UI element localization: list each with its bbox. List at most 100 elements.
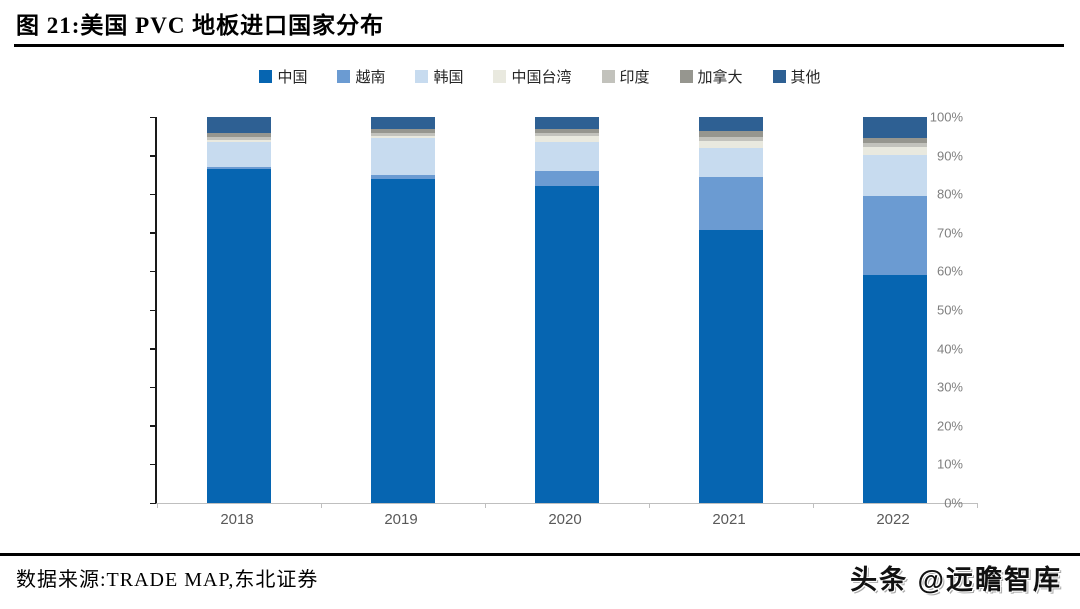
segment-2022-越南	[863, 196, 927, 276]
y-tick-mark	[150, 155, 156, 157]
x-tick-label-2021: 2021	[712, 511, 746, 528]
stacked-bar-2021	[699, 117, 763, 503]
segment-2020-中国	[535, 186, 599, 503]
y-tick-mark	[150, 309, 156, 311]
legend-swatch	[679, 70, 693, 83]
x-tick-label-2022: 2022	[876, 511, 910, 528]
x-axis-ticks	[157, 503, 978, 508]
data-source-text: 数据来源:TRADE MAP,东北证券	[16, 569, 319, 591]
segment-2018-加拿大	[207, 132, 271, 138]
legend-swatch	[493, 70, 507, 83]
segment-2022-印度	[863, 142, 927, 148]
legend-item-印度: 印度	[601, 66, 650, 87]
segment-2020-加拿大	[535, 128, 599, 134]
legend-item-越南: 越南	[337, 66, 385, 87]
segment-2019-中国台湾	[371, 136, 435, 139]
segment-2020-其他	[535, 117, 599, 129]
legend-swatch	[415, 70, 429, 83]
title-underline	[14, 44, 1064, 47]
footer-rule	[0, 553, 1080, 556]
legend-swatch	[337, 70, 351, 83]
legend-swatch	[601, 70, 615, 83]
bars-container	[157, 117, 977, 503]
segment-2019-越南	[371, 174, 435, 179]
stacked-bar-2020	[535, 117, 599, 503]
x-tick-mark	[977, 503, 978, 508]
y-tick-label: 0%	[944, 495, 963, 511]
x-tick-label-2018: 2018	[220, 511, 254, 528]
x-axis-labels: 2018 2019 2020 2021 2022	[155, 511, 975, 528]
bar-slot-2019	[321, 117, 485, 503]
stacked-bar-2022	[863, 117, 927, 503]
y-tick-mark	[150, 463, 156, 466]
y-tick-label: 10%	[936, 456, 963, 472]
segment-2020-印度	[535, 133, 599, 137]
x-tick-label-2019: 2019	[384, 511, 418, 528]
segment-2022-韩国	[863, 154, 927, 197]
y-tick-mark	[150, 425, 156, 427]
segment-2021-越南	[699, 176, 763, 231]
segment-2019-中国	[371, 178, 435, 503]
segment-2021-中国台湾	[699, 140, 763, 148]
legend-label: 越南	[355, 69, 386, 86]
legend-item-中国台湾: 中国台湾	[493, 66, 572, 87]
legend-swatch	[772, 70, 786, 83]
x-tick-mark	[157, 503, 158, 508]
legend-swatch	[259, 70, 273, 83]
y-tick-label: 90%	[936, 148, 963, 164]
x-tick-mark	[813, 503, 814, 508]
x-tick-mark	[649, 503, 650, 508]
y-tick-label: 100%	[929, 109, 963, 125]
segment-2019-韩国	[371, 138, 435, 175]
legend-label: 印度	[619, 69, 650, 86]
bar-slot-2022	[813, 117, 977, 503]
y-tick-mark	[150, 116, 156, 118]
segment-2021-其他	[699, 117, 763, 132]
x-tick-label-2020: 2020	[548, 511, 582, 528]
segment-2022-中国台湾	[863, 147, 927, 155]
segment-2019-印度	[371, 133, 435, 137]
stacked-bar-2019	[371, 117, 435, 503]
legend-label: 中国	[277, 69, 308, 86]
y-tick-label: 60%	[936, 263, 963, 279]
segment-2022-加拿大	[863, 138, 927, 143]
segment-2018-印度	[207, 137, 271, 141]
segment-2022-其他	[863, 117, 927, 139]
legend-item-其他: 其他	[772, 66, 821, 87]
plot-area: 0% 10% 20% 30% 40% 50% 60% 70% 80% 90% 100%	[150, 110, 978, 511]
segment-2018-中国台湾	[207, 140, 271, 143]
segment-2020-韩国	[535, 142, 599, 172]
legend-label: 加拿大	[697, 69, 743, 86]
segment-2021-中国	[699, 230, 763, 503]
legend-item-韩国: 韩国	[415, 66, 463, 87]
segment-2019-加拿大	[371, 128, 435, 134]
y-tick-mark	[150, 386, 156, 389]
y-tick-mark	[150, 193, 156, 196]
y-tick-label: 40%	[936, 341, 963, 357]
watermark-text: 头条 @远瞻智库	[850, 565, 1062, 595]
legend-item-加拿大: 加拿大	[679, 66, 743, 87]
y-tick-label: 20%	[936, 418, 963, 434]
bar-slot-2021	[649, 117, 813, 503]
y-tick-label: 80%	[936, 186, 963, 202]
segment-2021-加拿大	[699, 131, 763, 138]
segment-2018-其他	[207, 117, 271, 133]
legend-label: 中国台湾	[511, 69, 572, 86]
y-tick-label: 30%	[936, 379, 963, 395]
figure-title: 图 21:美国 PVC 地板进口国家分布	[16, 13, 385, 38]
segment-2018-中国	[207, 169, 271, 503]
y-tick-label: 50%	[936, 302, 963, 318]
bar-slot-2020	[485, 117, 649, 503]
legend-label: 韩国	[433, 69, 464, 86]
legend-label: 其他	[790, 69, 821, 86]
x-tick-mark	[321, 503, 322, 508]
chart-legend: 中国 越南 韩国 中国台湾 印度 加拿大 其他	[0, 66, 1080, 87]
x-tick-mark	[485, 503, 486, 508]
y-tick-mark	[150, 502, 156, 504]
segment-2019-其他	[371, 117, 435, 129]
segment-2018-越南	[207, 167, 271, 170]
y-tick-mark	[150, 348, 156, 350]
segment-2022-中国	[863, 275, 927, 503]
segment-2021-印度	[699, 137, 763, 141]
